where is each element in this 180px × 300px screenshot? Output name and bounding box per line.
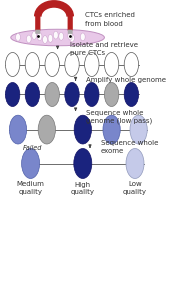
Ellipse shape [11,29,104,46]
FancyBboxPatch shape [35,12,40,31]
Text: Isolate and retrieve
pure CTCs: Isolate and retrieve pure CTCs [70,42,138,56]
Text: Medium
quality: Medium quality [17,182,44,195]
FancyBboxPatch shape [35,30,40,34]
Text: Failed: Failed [23,146,42,152]
Circle shape [74,148,92,178]
Circle shape [53,31,58,39]
Circle shape [65,82,79,106]
Circle shape [126,148,144,178]
Circle shape [130,115,147,144]
Circle shape [43,36,47,43]
Circle shape [104,52,119,76]
Text: Sequence whole
genome (low pass): Sequence whole genome (low pass) [86,110,153,124]
Circle shape [26,35,31,43]
Circle shape [9,115,27,144]
FancyBboxPatch shape [68,12,73,31]
Circle shape [65,52,79,76]
Circle shape [85,52,99,76]
FancyBboxPatch shape [68,30,73,34]
Circle shape [45,82,59,106]
Circle shape [25,82,40,106]
Circle shape [80,33,85,41]
Circle shape [5,82,20,106]
Circle shape [45,52,59,76]
Circle shape [85,82,99,106]
Text: Low
quality: Low quality [123,182,147,195]
Circle shape [124,52,139,76]
Text: CTCs enriched
from blood: CTCs enriched from blood [85,12,134,27]
Circle shape [37,33,42,41]
Circle shape [25,52,40,76]
Circle shape [70,34,74,42]
Circle shape [68,32,73,40]
Circle shape [5,52,20,76]
Circle shape [32,32,37,39]
Circle shape [22,148,40,178]
Circle shape [104,82,119,106]
Circle shape [103,115,120,144]
Text: Sequence whole
exome: Sequence whole exome [101,140,158,154]
Text: High
quality: High quality [71,182,95,195]
Circle shape [59,32,64,40]
Circle shape [16,33,20,41]
Text: Amplify whole genome: Amplify whole genome [86,77,166,83]
Circle shape [48,34,53,42]
Circle shape [38,115,55,144]
Circle shape [74,115,91,144]
Circle shape [124,82,139,106]
